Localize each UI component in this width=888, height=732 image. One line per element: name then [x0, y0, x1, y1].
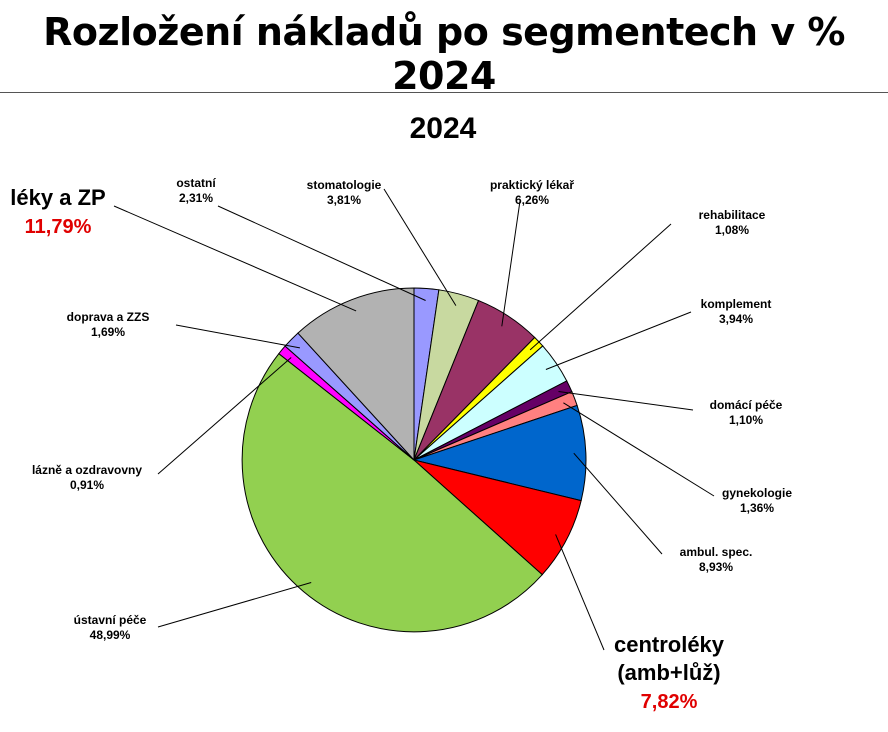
slice-value-2: 3,81% [327, 193, 361, 207]
slice-label-3: praktický lékař [490, 178, 574, 192]
slice-value-1: 2,31% [179, 191, 213, 205]
slice-value-7: 1,36% [740, 501, 774, 515]
slice-value-4: 1,08% [715, 223, 749, 237]
slice-label-10: ústavní péče [74, 613, 147, 627]
leader-line-4 [529, 223, 672, 351]
slice-label-9: centroléky [614, 632, 725, 657]
slice-label-12: doprava a ZZS [67, 310, 150, 324]
slice-value-10: 48,99% [90, 628, 131, 642]
slice-label-11: lázně a ozdravovny [32, 463, 142, 477]
leader-line-9 [555, 534, 605, 651]
slice-label-9: (amb+lůž) [617, 660, 720, 685]
pie-slice-10 [241, 352, 543, 633]
slice-label-1: ostatní [176, 176, 216, 190]
leader-line-7 [563, 402, 715, 497]
leader-line-11 [157, 357, 292, 475]
leader-line-5 [545, 311, 692, 370]
slice-value-8: 8,93% [699, 560, 733, 574]
leader-line-6 [558, 391, 694, 411]
slice-label-2: stomatologie [307, 178, 382, 192]
pie-slice-8 [412, 404, 587, 502]
pie-slices [241, 287, 587, 633]
leader-line-8 [573, 452, 663, 555]
slice-value-11: 0,91% [70, 478, 104, 492]
leader-line-10 [157, 582, 312, 628]
chart-title: 2024 [410, 112, 477, 145]
slice-value-5: 3,94% [719, 312, 753, 326]
slice-label-7: gynekologie [722, 486, 792, 500]
leader-line-13 [113, 205, 357, 312]
leader-line-3 [501, 200, 521, 327]
title-divider [0, 92, 888, 93]
leader-line-2 [383, 188, 457, 306]
leader-line-1 [217, 205, 426, 301]
slice-label-6: domácí péče [710, 398, 783, 412]
slice-label-8: ambul. spec. [680, 545, 753, 559]
leader-line-12 [175, 324, 300, 349]
slice-value-9: 7,82% [641, 691, 698, 713]
slice-value-12: 1,69% [91, 325, 125, 339]
slide-title: Rozložení nákladů po segmentech v % 2024 [43, 10, 845, 98]
slice-label-13: léky a ZP [10, 185, 105, 210]
slice-value-13: 11,79% [25, 216, 92, 238]
slice-label-4: rehabilitace [699, 208, 766, 222]
slice-value-6: 1,10% [729, 413, 763, 427]
slice-value-3: 6,26% [515, 193, 549, 207]
leader-lines [113, 188, 715, 651]
slice-label-5: komplement [701, 297, 772, 311]
pie-slice-13 [297, 287, 415, 462]
